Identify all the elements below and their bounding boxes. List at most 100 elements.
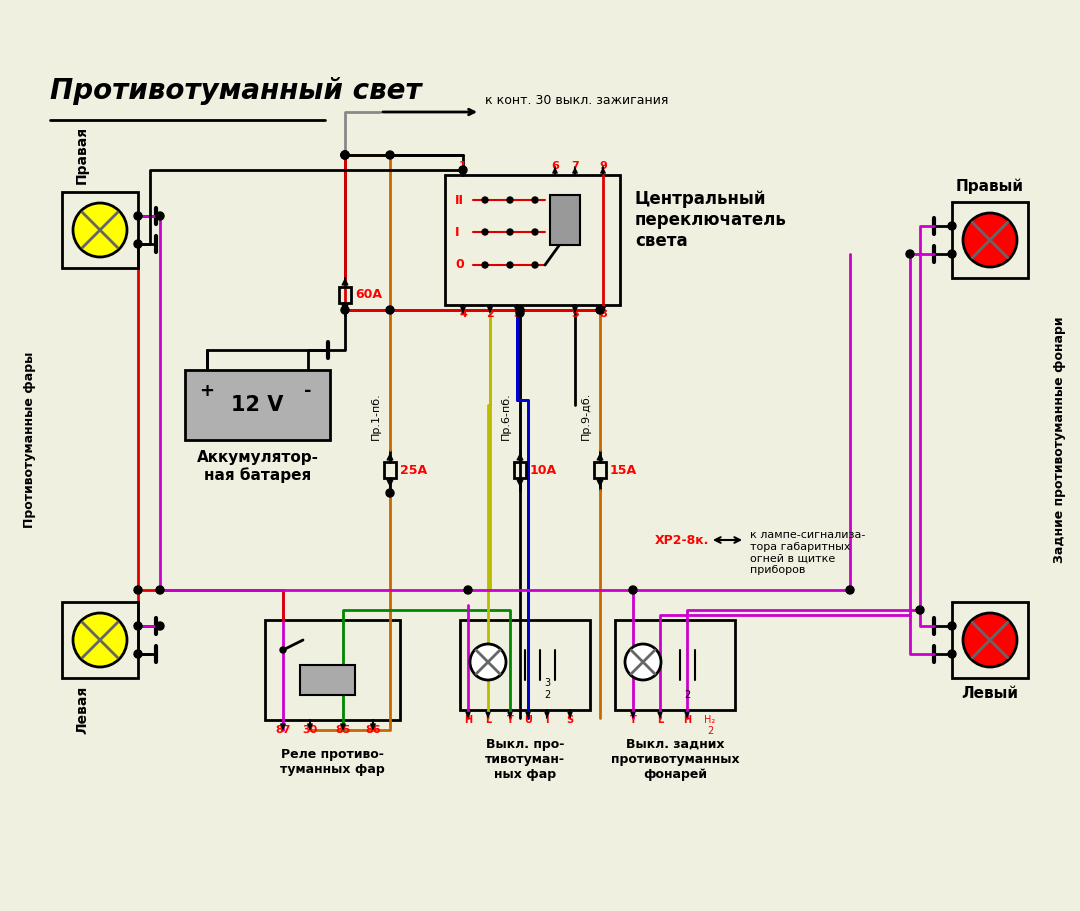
Text: 85: 85 [335,725,351,735]
Circle shape [73,613,127,667]
Circle shape [963,613,1017,667]
Text: Левая: Левая [75,686,89,734]
Circle shape [156,212,164,220]
Circle shape [156,586,164,594]
Circle shape [280,647,286,653]
Text: S: S [566,715,573,725]
Circle shape [134,650,141,658]
Circle shape [386,306,394,314]
Text: 6: 6 [551,161,559,171]
Circle shape [948,622,956,630]
Bar [615,620,735,710]
Text: 2: 2 [707,726,713,736]
Circle shape [459,166,467,174]
Text: H: H [683,715,691,725]
Text: 9: 9 [599,161,607,171]
Text: 0: 0 [455,259,463,271]
Circle shape [948,250,956,258]
Text: 3: 3 [544,678,550,688]
Text: 86: 86 [365,725,381,735]
Text: T: T [507,715,513,725]
Text: Противотуманные фары: Противотуманные фары [24,352,37,528]
Text: 2: 2 [544,690,550,700]
Text: 4: 4 [459,309,467,319]
Circle shape [470,644,507,680]
Text: H: H [464,715,472,725]
Text: Выкл. задних
противотуманных
фонарей: Выкл. задних противотуманных фонарей [610,738,740,781]
Text: Правая: Правая [75,126,89,184]
Text: Центральный
переключатель
света: Центральный переключатель света [635,190,787,250]
Bar [62,602,138,678]
Bar [339,287,351,303]
Circle shape [948,650,956,658]
Circle shape [134,622,141,630]
Circle shape [596,306,604,314]
Circle shape [482,262,488,268]
Text: -: - [305,382,312,400]
Text: H₂: H₂ [704,715,716,725]
Bar [445,175,620,305]
Text: Выкл. про-
тивотуман-
ных фар: Выкл. про- тивотуман- ных фар [485,738,565,781]
Circle shape [386,151,394,159]
Text: 1: 1 [459,161,467,171]
Circle shape [916,606,924,614]
Circle shape [341,306,349,314]
Text: 2: 2 [486,309,494,319]
Circle shape [532,197,538,203]
Circle shape [341,151,349,159]
Circle shape [532,229,538,235]
Circle shape [532,262,538,268]
Circle shape [156,622,164,630]
Circle shape [906,250,914,258]
Bar [185,370,330,440]
Text: 7: 7 [571,161,579,171]
Text: Аккумулятор-
ная батарея: Аккумулятор- ная батарея [197,450,319,483]
Bar [384,462,396,478]
Circle shape [625,644,661,680]
Text: I: I [455,226,459,239]
Circle shape [464,586,472,594]
Text: 5: 5 [571,309,579,319]
Text: Пр.9-дб.: Пр.9-дб. [581,392,591,440]
Text: Задние противотуманные фонари: Задние противотуманные фонари [1053,317,1067,563]
Circle shape [341,151,349,159]
Text: Левый: Левый [961,686,1018,701]
Text: 10А: 10А [530,464,557,476]
Text: к лампе-сигнализа-
тора габаритных
огней в щитке
приборов: к лампе-сигнализа- тора габаритных огней… [750,530,865,575]
Text: 3: 3 [513,309,521,319]
Text: L: L [485,715,491,725]
Text: 2: 2 [684,690,690,700]
Text: 25А: 25А [400,464,427,476]
Circle shape [963,213,1017,267]
Text: +: + [200,382,215,400]
Text: Противотуманный свет: Противотуманный свет [50,77,421,105]
Bar [550,195,580,245]
Bar [514,462,526,478]
Circle shape [134,586,141,594]
Bar [951,202,1028,278]
Text: L: L [657,715,663,725]
Bar [951,602,1028,678]
Circle shape [507,229,513,235]
Text: 12 V: 12 V [231,395,284,415]
Circle shape [134,212,141,220]
Circle shape [134,240,141,248]
Text: U: U [524,715,532,725]
Bar [265,620,400,720]
Circle shape [516,306,524,314]
Bar [460,620,590,710]
Bar [594,462,606,478]
Text: 30: 30 [302,725,318,735]
Circle shape [846,586,854,594]
Text: к конт. 30 выкл. зажигания: к конт. 30 выкл. зажигания [485,94,669,107]
Text: T: T [630,715,636,725]
Bar [300,665,355,695]
Text: ХР2-8к.: ХР2-8к. [654,534,710,547]
Text: I: I [545,715,549,725]
Text: 87: 87 [275,725,291,735]
Text: Реле противо-
туманных фар: Реле противо- туманных фар [280,748,384,776]
Text: 8: 8 [599,309,607,319]
Text: Правый: Правый [956,179,1024,194]
Circle shape [948,222,956,230]
Circle shape [516,309,524,317]
